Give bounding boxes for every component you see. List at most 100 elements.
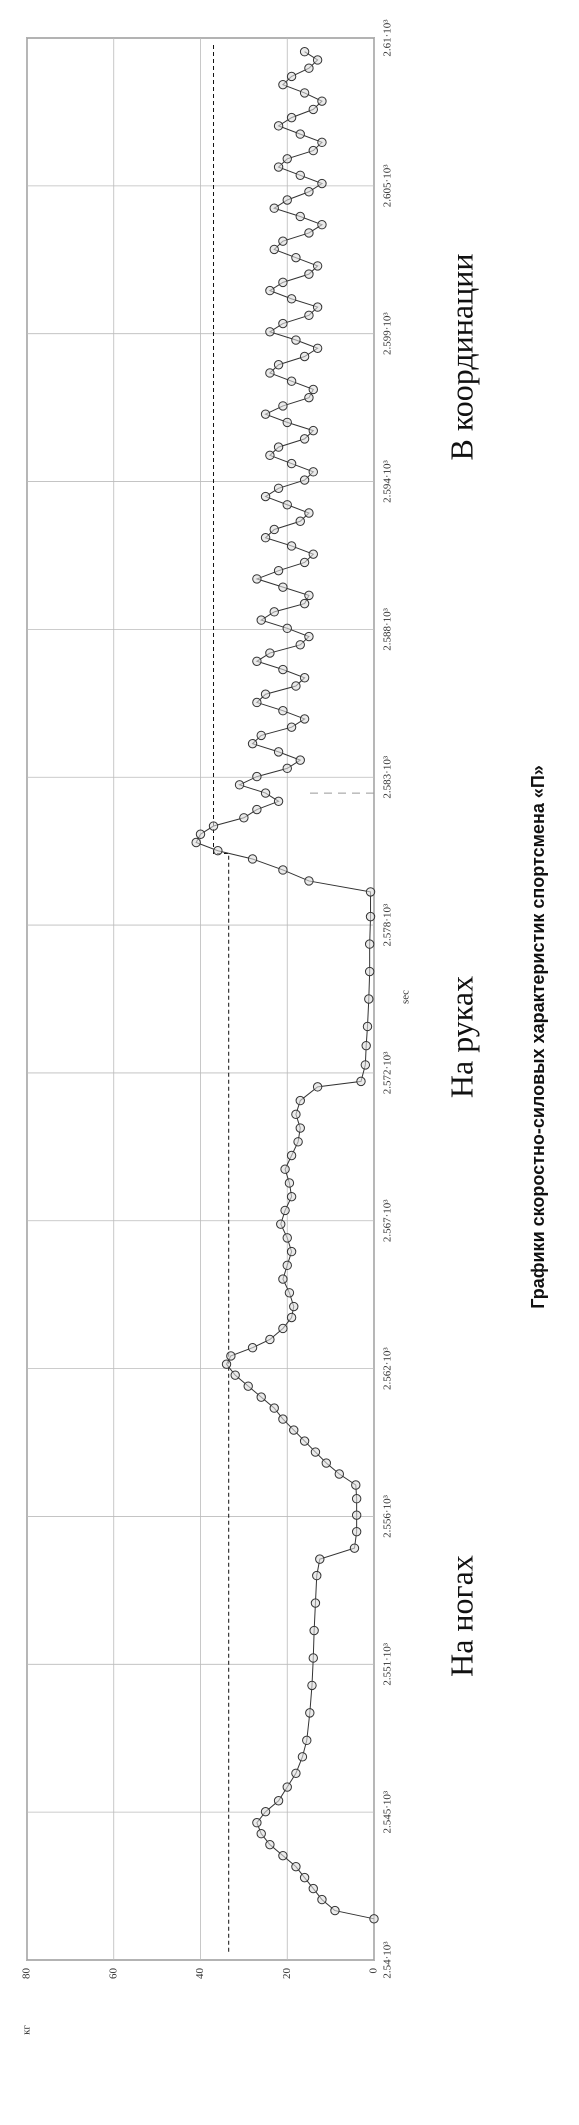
data-point [304, 631, 314, 642]
data-point [317, 96, 327, 106]
data-point [351, 1480, 361, 1490]
data-point [282, 195, 292, 205]
y-tick-label: 40 [194, 1968, 206, 1980]
data-point [278, 1274, 288, 1284]
data-point [284, 1288, 295, 1298]
annotation: На ногах [443, 1555, 479, 1677]
data-point [260, 788, 271, 798]
data-point [278, 1850, 288, 1861]
data-point [308, 467, 318, 477]
y-axis-label: кг [21, 2025, 33, 2035]
data-point [265, 1839, 275, 1850]
data-point [278, 236, 288, 246]
data-point [312, 261, 323, 271]
data-point [282, 623, 292, 634]
data-point [278, 277, 288, 288]
data-point [265, 1334, 275, 1345]
annotation: На руках [443, 976, 479, 1098]
data-point [282, 417, 292, 428]
data-point [269, 1403, 279, 1413]
data-point [310, 1447, 321, 1457]
data-point [260, 689, 271, 699]
caption: Графики скоростно-силовых характеристик … [528, 765, 548, 1309]
data-point [247, 738, 258, 749]
x-tick-label: 2.54·10³ [382, 1941, 394, 1979]
data-point [364, 966, 375, 977]
x-tick-label: 2.556·10³ [382, 1494, 394, 1537]
data-point [297, 1752, 308, 1762]
data-point [364, 994, 374, 1004]
x-tick-label: 2.605·10³ [382, 164, 394, 207]
data-point [247, 854, 258, 864]
data-point [230, 1370, 240, 1380]
data-point [308, 1653, 318, 1663]
data-point [276, 1219, 286, 1229]
data-point [308, 104, 318, 115]
data-point [256, 1828, 266, 1839]
data-point [286, 376, 297, 386]
data-point [252, 697, 262, 708]
data-point [273, 162, 284, 172]
data-point [273, 796, 284, 807]
data-point [312, 55, 323, 65]
data-point [284, 1178, 295, 1188]
data-point [304, 508, 314, 518]
data-point [308, 384, 318, 395]
data-point [308, 1883, 318, 1894]
x-tick-label: 2.551·10³ [382, 1642, 394, 1685]
data-point [282, 763, 292, 774]
data-point [330, 1905, 340, 1916]
reference-line [213, 43, 230, 1952]
data-point [260, 533, 271, 543]
data-point [286, 294, 297, 304]
data-point [289, 1301, 299, 1312]
data-point [291, 252, 301, 263]
data-point [252, 656, 262, 666]
data-point [304, 269, 314, 279]
data-point [295, 1095, 305, 1106]
y-tick-label: 60 [107, 1968, 119, 1980]
data-point [273, 121, 284, 131]
data-point [304, 228, 314, 238]
data-point [282, 1233, 292, 1243]
data-point [280, 1205, 290, 1216]
data-point [299, 351, 310, 362]
data-point [252, 1818, 262, 1828]
data-point [308, 425, 318, 436]
data-point [304, 310, 314, 321]
x-tick-label: 2.588·10³ [382, 607, 394, 650]
x-tick-label: 2.567·10³ [382, 1199, 394, 1242]
data-point [369, 1914, 379, 1924]
data-point [282, 1782, 292, 1792]
data-point [239, 813, 249, 823]
data-point [286, 71, 297, 82]
data-point [312, 302, 323, 312]
data-point [299, 714, 310, 724]
data-point [321, 1458, 331, 1468]
data-point [295, 755, 305, 765]
data-point [256, 1392, 266, 1402]
data-point [299, 47, 310, 57]
data-point [304, 187, 314, 197]
data-point [278, 401, 288, 411]
annotation: В координации [443, 254, 479, 461]
data-point [286, 541, 297, 551]
data-point [273, 360, 284, 370]
x-tick-label: 2.599·10³ [382, 312, 394, 355]
data-point [299, 673, 310, 683]
data-point [273, 747, 284, 757]
data-point [364, 939, 375, 949]
data-point [269, 524, 279, 535]
x-tick-label: 2.583·10³ [382, 755, 394, 798]
data-point [308, 145, 318, 156]
data-point [295, 640, 305, 650]
data-point [310, 1598, 321, 1608]
data-point [291, 1768, 301, 1778]
data-point [273, 565, 284, 576]
data-point [278, 1323, 288, 1334]
data-point [278, 706, 288, 716]
data-point [191, 837, 201, 848]
data-point [256, 615, 266, 625]
data-point [278, 318, 288, 329]
